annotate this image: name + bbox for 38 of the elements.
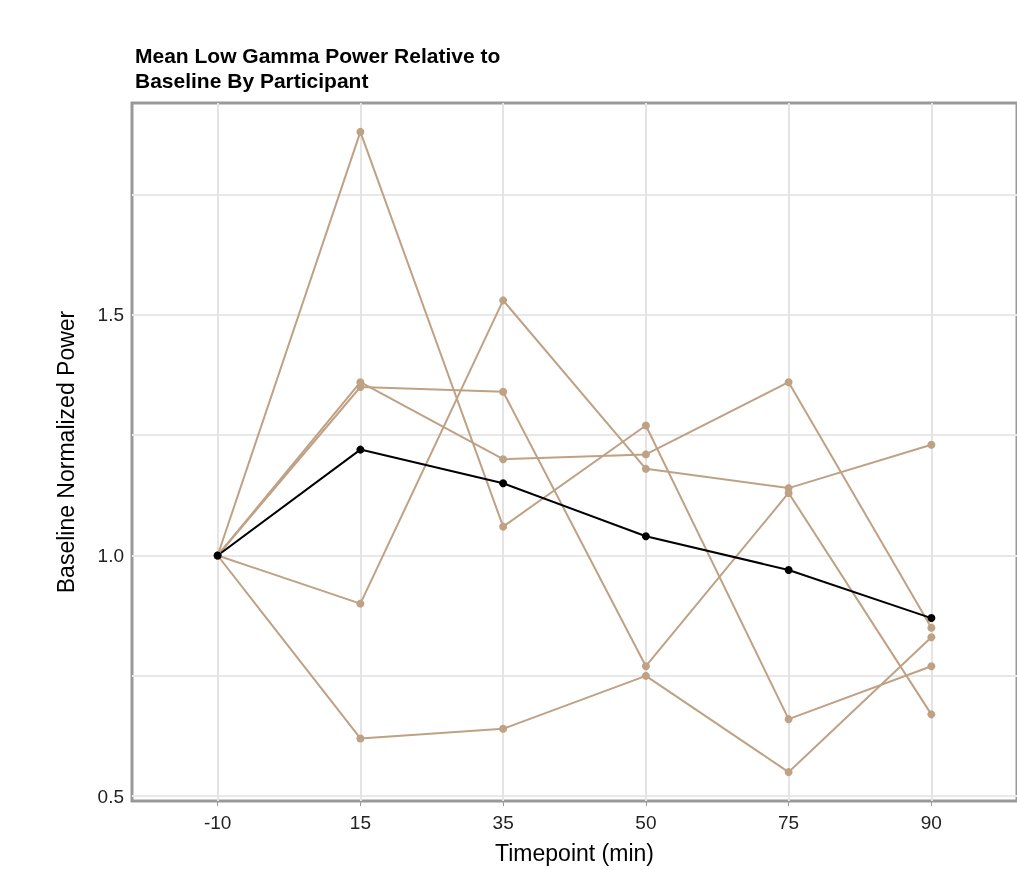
point [927,614,936,623]
point [356,445,365,454]
point [499,296,508,305]
point [927,633,936,642]
point [356,127,365,136]
point [641,662,650,671]
point [499,387,508,396]
point [784,565,793,574]
point [927,440,936,449]
chart-title: Mean Low Gamma Power Relative to Baseline By Participant [135,44,501,92]
y-tick-label: 1.5 [97,304,124,326]
x-tick-label: 75 [778,812,800,833]
point [927,623,936,632]
point [356,599,365,608]
point [641,532,650,541]
point [784,715,793,724]
point [499,479,508,488]
point [784,378,793,387]
point [499,522,508,531]
y-tick-label: 0.5 [97,785,124,807]
y-tick-label: 1.0 [97,545,124,566]
point [356,734,365,743]
x-tick-label: 35 [492,812,514,833]
point [927,710,936,719]
point [499,724,508,733]
point [499,455,508,464]
x-tick-label: -10 [203,812,232,833]
point [784,768,793,777]
x-tick-label: 50 [635,812,657,833]
point [927,662,936,671]
x-tick-label: 15 [349,812,371,833]
point [641,671,650,680]
point [641,464,650,473]
x-axis-title: Timepoint (min) [495,839,654,866]
y-axis-title: Baseline Normalized Power [52,310,79,594]
x-tick-label: 90 [920,812,942,833]
point [641,421,650,430]
point [641,450,650,459]
